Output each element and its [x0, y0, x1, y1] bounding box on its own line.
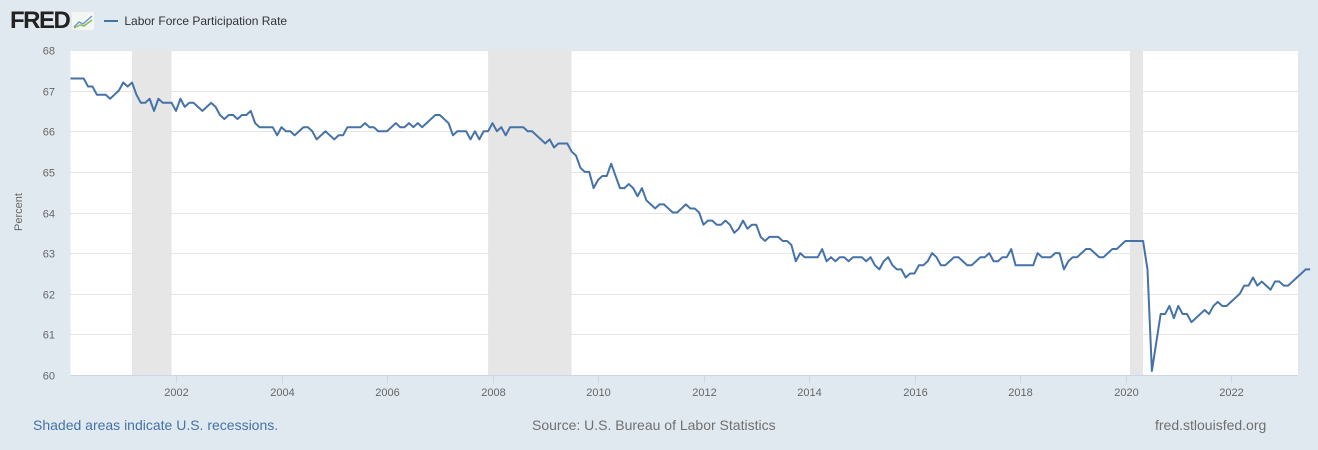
x-tick-label: 2020 [1114, 387, 1138, 399]
recessions-note[interactable]: Shaded areas indicate U.S. recessions. [33, 417, 279, 433]
fred-logo[interactable]: FRED [10, 7, 71, 34]
y-tick-label: 68 [43, 46, 55, 58]
y-tick-label: 61 [43, 330, 55, 342]
recession-band [1129, 50, 1144, 375]
fred-logo-chart-icon [72, 12, 95, 30]
x-tick-label: 2002 [164, 387, 188, 399]
legend-label[interactable]: Labor Force Participation Rate [124, 14, 288, 28]
x-tick-label: 2014 [797, 387, 821, 399]
legend-line-icon [104, 20, 119, 22]
x-tick-label: 2006 [375, 387, 399, 399]
x-axis-ticks: 2002 2004 2006 2008 2010 2012 2014 2016 2018 2020… [164, 375, 1244, 399]
y-axis-label: Percent [13, 193, 25, 231]
site-url: fred.stlouisfed.org [1155, 417, 1267, 433]
x-tick-label: 2012 [692, 387, 716, 399]
series-line [70, 77, 1311, 372]
y-tick-label: 66 [43, 127, 55, 139]
x-tick-label: 2004 [270, 387, 294, 399]
x-tick-label: 2018 [1008, 387, 1032, 399]
y-tick-label: 60 [43, 371, 55, 383]
plot-area [70, 50, 1298, 375]
x-tick-label: 2010 [586, 387, 610, 399]
y-axis-ticks: 60 61 62 63 64 65 66 67 68 [43, 46, 55, 383]
y-tick-label: 63 [43, 249, 55, 261]
x-tick-label: 2008 [481, 387, 505, 399]
y-tick-label: 64 [43, 209, 55, 221]
recession-band [488, 50, 572, 375]
y-tick-label: 67 [43, 87, 55, 99]
chart-header: FRED Labor Force Participation Rate [10, 8, 287, 34]
y-tick-label: 65 [43, 168, 55, 180]
source-text: Source: U.S. Bureau of Labor Statistics [532, 417, 776, 433]
x-tick-label: 2022 [1219, 387, 1243, 399]
x-tick-label: 2016 [903, 387, 927, 399]
y-tick-label: 62 [43, 290, 55, 302]
